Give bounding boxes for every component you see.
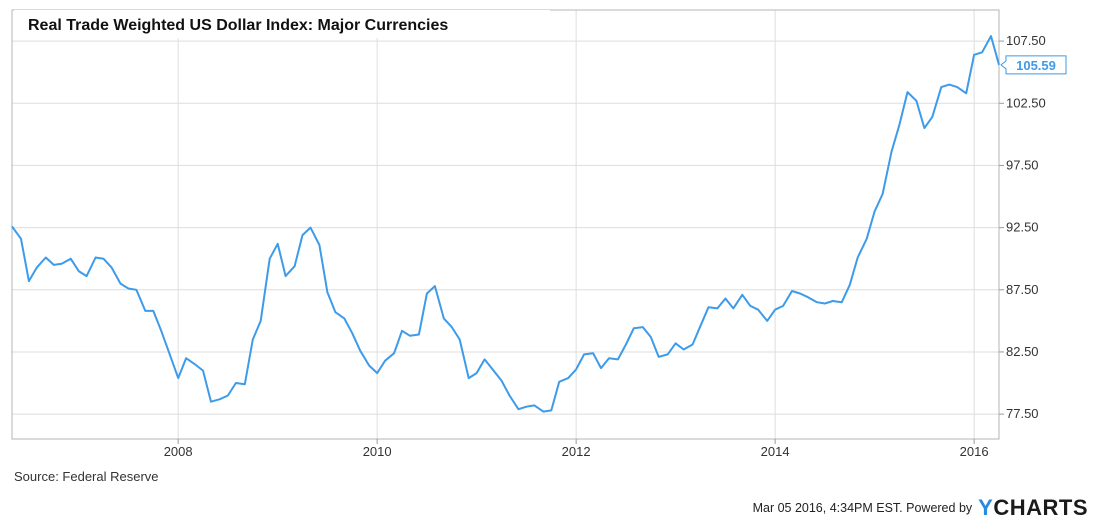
y-tick-label: 97.50 xyxy=(1006,157,1039,172)
x-tick-label: 2012 xyxy=(562,444,591,459)
y-tick-label: 107.50 xyxy=(1006,33,1046,48)
y-axis: 77.50 82.50 87.50 92.50 97.50 102.50 107.50 xyxy=(999,33,1046,421)
x-axis: 2008 2010 2012 2014 2016 xyxy=(164,439,989,459)
y-tick-label: 92.50 xyxy=(1006,220,1039,235)
title-box: Real Trade Weighted US Dollar Index: Maj… xyxy=(14,10,550,38)
series-layer xyxy=(11,35,1000,413)
chart-title: Real Trade Weighted US Dollar Index: Maj… xyxy=(28,17,448,34)
x-tick-label: 2014 xyxy=(761,444,790,459)
footer: Mar 05 2016, 4:34PM EST. Powered by YCHA… xyxy=(753,497,1088,519)
series-line xyxy=(11,35,1000,413)
plot-frame xyxy=(11,9,1000,440)
y-tick-label: 82.50 xyxy=(1006,344,1039,359)
ycharts-logo-text: CHARTS xyxy=(993,495,1088,520)
ycharts-logo-y: Y xyxy=(978,495,994,520)
y-tick-label: 87.50 xyxy=(1006,282,1039,297)
last-value-badge xyxy=(1000,55,1067,75)
ycharts-logo[interactable]: YCHARTS xyxy=(978,497,1088,519)
timestamp-text: Mar 05 2016, 4:34PM EST. Powered by xyxy=(752,501,973,515)
last-value-label: 105.59 xyxy=(1016,58,1056,73)
x-tick-label: 2010 xyxy=(363,444,392,459)
grid xyxy=(12,10,999,439)
y-tick-label: 102.50 xyxy=(1006,95,1046,110)
source-note: Source: Federal Reserve xyxy=(14,469,159,484)
x-tick-label: 2008 xyxy=(164,444,193,459)
last-value-marker: 105.59 xyxy=(1000,55,1067,75)
y-tick-label: 77.50 xyxy=(1006,406,1039,421)
x-tick-label: 2016 xyxy=(960,444,989,459)
